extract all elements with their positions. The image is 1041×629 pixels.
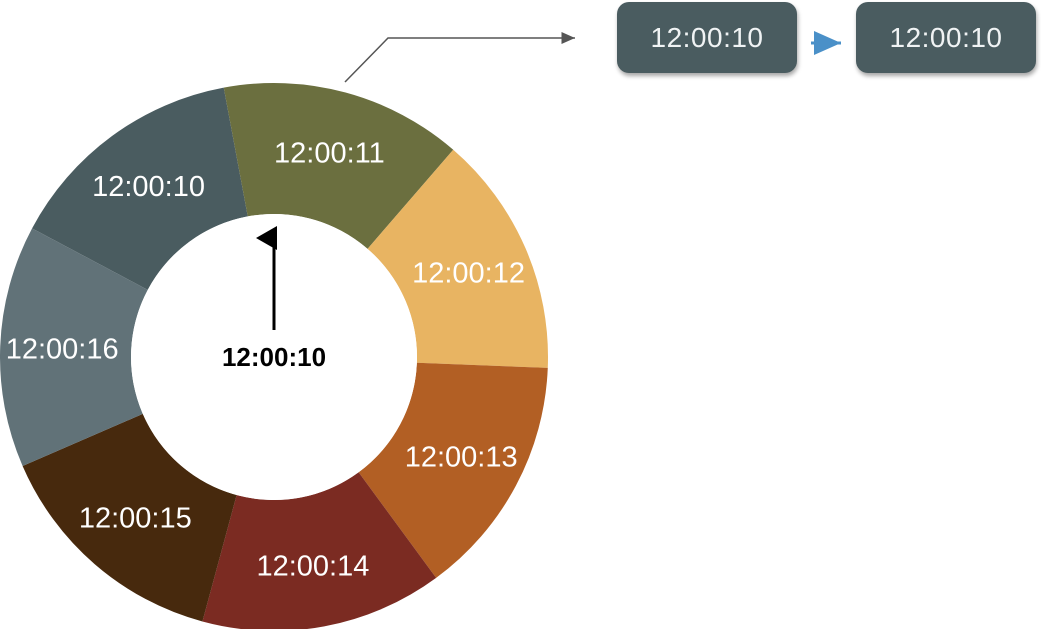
time-ring: 12:00:10 12:00:11 12:00:12 12:00:13 12:00:14… xyxy=(0,82,548,629)
ring-segment-6-label: 12:00:15 xyxy=(79,502,192,534)
ring-segment-2-label: 12:00:11 xyxy=(274,137,385,169)
ring-segment-6 xyxy=(22,413,237,622)
queue-item-2-label: 12:00:10 xyxy=(889,21,1003,53)
ring-segment-5 xyxy=(202,472,437,629)
ring-segment-1 xyxy=(32,87,248,290)
ring-center xyxy=(131,214,417,500)
ring-segment-5-label: 12:00:14 xyxy=(256,550,369,582)
queue-item-2: 12:00:10 xyxy=(856,2,1036,73)
ring-segment-7-label: 12:00:16 xyxy=(6,334,119,366)
ring-segment-1-label: 12:00:10 xyxy=(92,171,205,203)
queue-item-1: 12:00:10 xyxy=(617,2,797,73)
pointer-label: 12:00:10 xyxy=(222,342,326,372)
ring-segment-4-label: 12:00:13 xyxy=(405,442,518,474)
connector-arrow xyxy=(344,32,575,83)
queue-item-1-label: 12:00:10 xyxy=(650,21,764,53)
ring-segment-7 xyxy=(0,228,148,466)
ring-segment-4 xyxy=(358,362,548,578)
ring-segment-3-label: 12:00:12 xyxy=(412,258,525,290)
ring-segment-3 xyxy=(367,149,548,368)
ring-segment-2 xyxy=(223,82,454,249)
